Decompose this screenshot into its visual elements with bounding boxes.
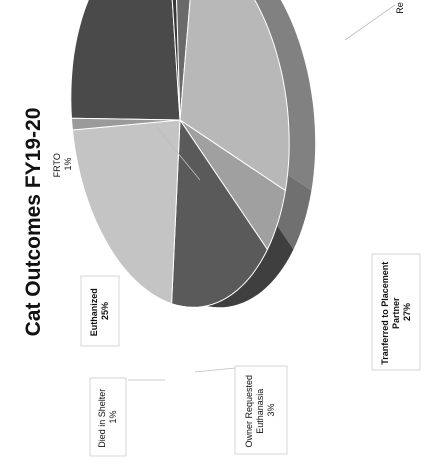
- data-label-died-in-shelter: Died in Shelter 1%: [89, 377, 127, 457]
- svg-text:FRTO 1%: FRTO 1%: [52, 151, 73, 178]
- label-box-euthanized: [80, 275, 120, 347]
- data-label-euthanized: Euthanized 25%: [80, 275, 120, 347]
- label-transfer-value: 27%: [402, 303, 412, 321]
- label-frto-name: FRTO: [52, 153, 62, 177]
- leader-line-partial: [344, 4, 396, 41]
- pie-group: [70, 0, 316, 308]
- pie-slice-died-in-shelter: [171, 0, 181, 121]
- data-label-owner-requested: Owner Requested Euthanasia 3%: [234, 365, 288, 455]
- label-euthanized-name: Euthanized: [89, 288, 99, 336]
- svg-text:Tranferred to Placement: Tranferred to Placement Partner 27%: [380, 259, 412, 365]
- label-owner-line2: Euthanasia: [255, 389, 265, 434]
- label-died-value: 1%: [108, 410, 118, 423]
- data-label-frto: FRTO 1%: [52, 151, 73, 178]
- label-died-name: Died in Shelter: [97, 389, 107, 448]
- pie-slice-transferred-to-placement-partner: [179, 0, 290, 192]
- label-box-owner: [234, 365, 288, 455]
- label-box-transfer: [371, 253, 421, 371]
- svg-text:Owner Requested Euthan: Owner Requested Euthanasia 3%: [244, 372, 276, 447]
- label-euthanized-value: 25%: [100, 302, 110, 320]
- pie-slice-euthanized: [70, 0, 181, 121]
- chart-title: Cat Outcomes FY19-20: [22, 108, 45, 337]
- leader-lines: [128, 4, 396, 381]
- pie-slice-unlabeled-5: [171, 118, 268, 308]
- label-partial-cropped: Re: [395, 2, 405, 14]
- label-owner-line1: Owner Requested: [244, 375, 254, 448]
- data-label-transfer: Tranferred to Placement Partner 27%: [371, 253, 421, 371]
- leader-line-frto: [154, 124, 201, 181]
- label-box-died: [89, 377, 127, 457]
- svg-text:Died in Shelter 1%: Died in Shelter 1%: [97, 386, 118, 448]
- svg-text:Euthanized 25%: Euthanized 25%: [89, 286, 110, 337]
- pie-slice-unlabeled-6: [71, 119, 181, 305]
- pie-slice-owner-requested-euthanasia: [176, 0, 191, 121]
- label-transfer-line1: Tranferred to Placement: [380, 262, 390, 365]
- pie-slice-unlabeled-4: [179, 119, 286, 251]
- label-transfer-line2: Partner: [391, 297, 401, 329]
- pie-slice-frto: [70, 117, 181, 131]
- leader-line-owner: [194, 367, 236, 373]
- label-frto-value: 1%: [63, 157, 73, 170]
- label-owner-value: 3%: [266, 403, 276, 416]
